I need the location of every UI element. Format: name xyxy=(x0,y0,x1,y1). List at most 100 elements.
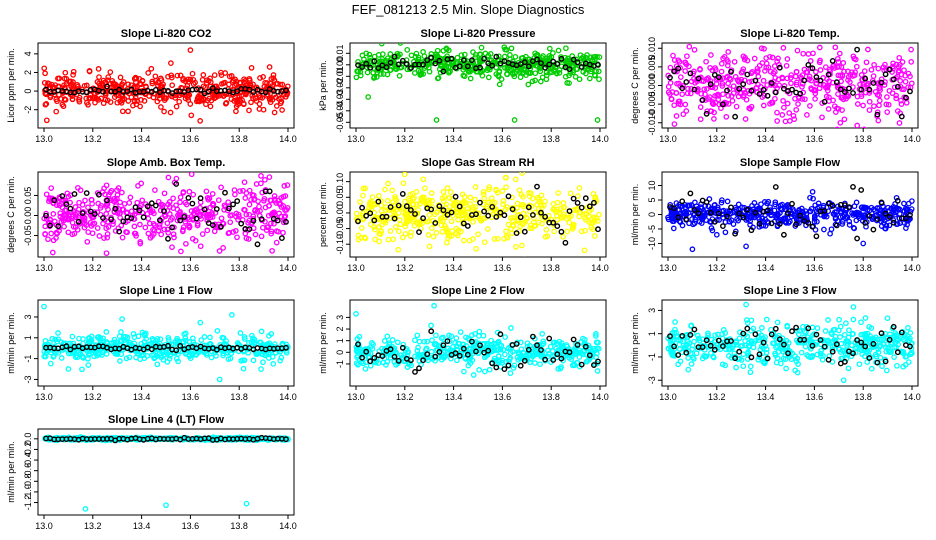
data-point xyxy=(907,73,913,80)
data-point xyxy=(94,225,101,231)
data-point xyxy=(360,210,366,216)
reference-point xyxy=(432,353,439,360)
reference-point xyxy=(250,89,257,95)
data-point xyxy=(748,317,755,324)
data-point xyxy=(137,221,143,228)
data-point xyxy=(880,341,887,348)
reference-point xyxy=(283,218,289,225)
data-point xyxy=(460,206,467,213)
data-point xyxy=(539,54,545,61)
data-point xyxy=(85,229,92,235)
outlier-point xyxy=(353,311,359,317)
data-point xyxy=(725,92,732,99)
data-point xyxy=(898,348,905,355)
data-point xyxy=(220,245,226,251)
reference-point xyxy=(570,336,577,343)
data-point xyxy=(113,203,119,209)
reference-point xyxy=(250,217,257,224)
data-point xyxy=(426,212,433,218)
data-point xyxy=(173,202,179,209)
data-point xyxy=(440,334,446,341)
data-point xyxy=(424,354,431,361)
reference-point xyxy=(728,204,734,211)
y-tick-label: 0.00 xyxy=(23,207,33,225)
data-point xyxy=(137,356,144,363)
x-tick-label: 13.4 xyxy=(445,392,463,402)
reference-point xyxy=(776,64,783,71)
data-point xyxy=(480,215,486,222)
data-point xyxy=(223,99,230,106)
x-tick-label: 13.4 xyxy=(757,392,775,402)
data-point xyxy=(207,214,214,221)
x-tick-label: 13.8 xyxy=(230,134,248,144)
reference-point xyxy=(274,217,281,224)
data-point xyxy=(760,102,767,109)
data-point xyxy=(682,68,689,74)
data-point xyxy=(572,73,579,80)
data-point xyxy=(252,207,259,213)
data-point xyxy=(899,86,905,92)
data-point xyxy=(464,214,470,221)
data-point xyxy=(775,55,781,62)
data-point xyxy=(798,349,805,356)
data-point xyxy=(203,350,210,357)
reference-point xyxy=(440,342,447,349)
data-point xyxy=(146,220,153,227)
data-point xyxy=(268,230,275,237)
data-point xyxy=(53,96,60,103)
reference-point xyxy=(772,89,779,96)
data-point xyxy=(480,332,487,339)
data-point xyxy=(712,338,719,344)
reference-point xyxy=(468,338,475,345)
data-point xyxy=(685,202,691,209)
data-point xyxy=(358,63,364,69)
data-point xyxy=(876,97,883,104)
reference-point xyxy=(538,347,544,353)
data-points xyxy=(665,183,915,253)
reference-point xyxy=(748,87,755,94)
reference-point xyxy=(116,86,123,93)
data-point xyxy=(418,198,425,204)
data-point xyxy=(788,80,794,87)
data-point xyxy=(266,96,273,103)
data-point xyxy=(557,365,564,372)
data-point xyxy=(510,365,517,371)
data-point xyxy=(771,63,778,69)
y-tick-label: 5 xyxy=(647,198,657,203)
data-points xyxy=(353,43,603,123)
x-tick-label: 13.4 xyxy=(133,263,151,273)
data-point xyxy=(883,101,890,108)
data-point xyxy=(823,93,830,100)
reference-point xyxy=(71,191,78,197)
data-point xyxy=(816,44,823,51)
reference-point xyxy=(711,218,718,225)
data-point xyxy=(188,112,195,119)
data-point xyxy=(779,74,786,81)
data-point xyxy=(270,361,277,367)
data-point xyxy=(891,84,898,91)
data-point xyxy=(885,101,892,108)
data-point xyxy=(560,233,566,240)
data-point xyxy=(397,43,404,46)
data-point xyxy=(574,66,581,72)
data-point xyxy=(746,342,753,349)
reference-point xyxy=(699,97,706,103)
reference-point xyxy=(222,189,228,196)
data-point xyxy=(510,71,516,78)
data-point xyxy=(407,197,414,204)
data-point xyxy=(120,206,127,213)
reference-point xyxy=(444,211,451,218)
data-point xyxy=(472,203,479,210)
data-point xyxy=(197,319,204,326)
data-point xyxy=(260,74,266,80)
data-point xyxy=(258,180,264,187)
data-point xyxy=(555,366,562,372)
data-point xyxy=(218,184,224,191)
data-point xyxy=(240,365,247,372)
data-point xyxy=(680,111,687,118)
data-point xyxy=(266,64,273,70)
data-point xyxy=(872,208,878,214)
data-point xyxy=(163,95,169,101)
data-point xyxy=(111,209,118,215)
data-point xyxy=(554,199,561,206)
